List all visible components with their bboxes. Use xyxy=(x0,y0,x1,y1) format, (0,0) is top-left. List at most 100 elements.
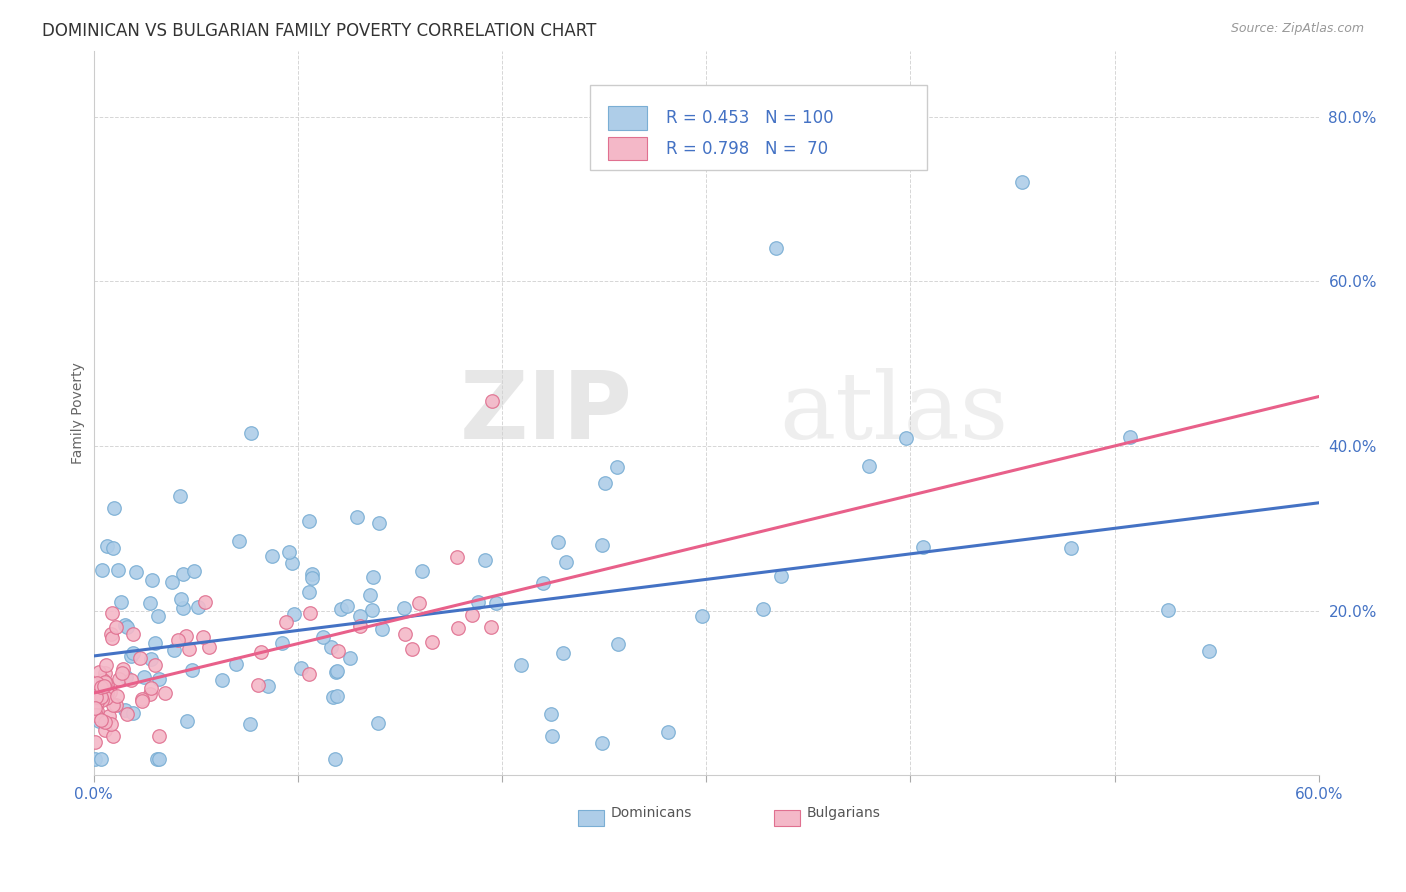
Point xyxy=(298,585,321,599)
Point xyxy=(172,566,194,581)
Point xyxy=(148,752,170,766)
Point xyxy=(114,618,136,632)
Point xyxy=(607,637,630,651)
Point xyxy=(411,564,433,578)
Point xyxy=(461,607,484,622)
Point xyxy=(143,636,166,650)
Point xyxy=(153,686,176,700)
Text: R = 0.798   N =  70: R = 0.798 N = 70 xyxy=(665,139,828,158)
Point xyxy=(1156,603,1178,617)
Point xyxy=(194,595,217,609)
Point xyxy=(290,660,312,674)
Point xyxy=(131,694,153,708)
Point xyxy=(96,658,118,673)
Point xyxy=(120,648,142,663)
Point xyxy=(86,705,108,719)
Point xyxy=(111,665,134,680)
Point xyxy=(84,735,107,749)
Point xyxy=(90,680,112,694)
Point xyxy=(108,672,131,686)
Point xyxy=(657,724,679,739)
Point xyxy=(283,607,305,622)
FancyBboxPatch shape xyxy=(609,106,647,129)
Point xyxy=(765,241,787,255)
Point xyxy=(90,752,112,766)
Point xyxy=(593,475,616,490)
Point xyxy=(551,646,574,660)
Point xyxy=(479,619,502,633)
Point xyxy=(131,691,153,706)
Y-axis label: Family Poverty: Family Poverty xyxy=(72,362,86,464)
Text: atlas: atlas xyxy=(780,368,1010,458)
Point xyxy=(148,609,170,624)
Point xyxy=(122,627,145,641)
Point xyxy=(91,693,114,707)
Point xyxy=(93,679,115,693)
Point xyxy=(446,549,468,564)
Point xyxy=(103,500,125,515)
Point xyxy=(510,658,533,673)
Point xyxy=(591,736,613,750)
Point xyxy=(250,645,273,659)
Point xyxy=(394,600,416,615)
Point xyxy=(129,651,152,665)
Point xyxy=(325,752,347,766)
Point xyxy=(485,596,508,610)
Point xyxy=(339,651,361,665)
Point xyxy=(83,700,105,714)
Point xyxy=(606,460,628,475)
Point xyxy=(101,698,124,713)
Point xyxy=(858,459,880,474)
Point xyxy=(401,642,423,657)
Point xyxy=(349,619,371,633)
Point xyxy=(911,540,934,554)
Point xyxy=(481,393,503,408)
Point xyxy=(148,729,170,743)
Point xyxy=(540,707,562,722)
Point xyxy=(367,715,389,730)
Point xyxy=(115,620,138,634)
Point xyxy=(84,690,107,704)
Point xyxy=(166,633,188,648)
Point xyxy=(91,673,114,688)
FancyBboxPatch shape xyxy=(589,85,927,170)
Point xyxy=(247,678,270,692)
Text: DOMINICAN VS BULGARIAN FAMILY POVERTY CORRELATION CHART: DOMINICAN VS BULGARIAN FAMILY POVERTY CO… xyxy=(42,22,596,40)
Point xyxy=(346,509,368,524)
Point xyxy=(93,723,115,737)
Point xyxy=(114,703,136,717)
Point xyxy=(97,709,120,723)
Point xyxy=(122,706,145,720)
Text: Source: ZipAtlas.com: Source: ZipAtlas.com xyxy=(1230,22,1364,36)
Point xyxy=(319,640,342,654)
Point xyxy=(100,606,122,620)
Point xyxy=(139,596,162,610)
Point xyxy=(359,588,381,602)
Point xyxy=(547,534,569,549)
Point xyxy=(311,630,333,644)
Point xyxy=(591,538,613,552)
Point xyxy=(115,707,138,722)
FancyBboxPatch shape xyxy=(578,810,605,826)
Point xyxy=(139,687,162,701)
FancyBboxPatch shape xyxy=(773,810,800,826)
Point xyxy=(87,665,110,679)
Point xyxy=(330,602,353,616)
Point xyxy=(105,689,128,703)
Point xyxy=(394,627,416,641)
Point xyxy=(322,690,344,704)
Point xyxy=(531,575,554,590)
Text: Bulgarians: Bulgarians xyxy=(807,806,880,820)
Text: R = 0.453   N = 100: R = 0.453 N = 100 xyxy=(665,109,834,127)
Point xyxy=(94,691,117,706)
Point xyxy=(326,690,349,704)
Point xyxy=(87,714,110,729)
Point xyxy=(90,713,112,727)
Point xyxy=(169,489,191,503)
Point xyxy=(225,657,247,672)
Point xyxy=(115,670,138,684)
Point xyxy=(105,698,128,713)
Point xyxy=(298,606,321,620)
Point xyxy=(467,595,489,609)
Point xyxy=(240,426,263,441)
